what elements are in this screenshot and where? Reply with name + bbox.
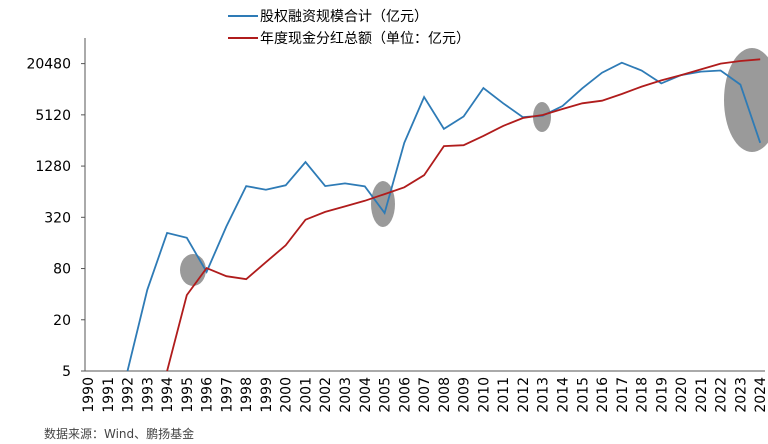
highlight-ellipse	[533, 102, 551, 132]
x-tick-label: 1995	[180, 377, 196, 413]
x-tick-label: 2006	[397, 377, 413, 413]
x-tick-label: 1999	[259, 377, 275, 413]
x-tick-label: 2015	[575, 377, 591, 413]
x-tick-label: 1990	[81, 377, 97, 413]
x-tick-label: 2007	[417, 377, 433, 413]
x-tick-label: 2002	[318, 377, 334, 413]
x-tick-label: 2014	[555, 377, 571, 413]
x-tick-label: 1997	[219, 377, 235, 413]
y-tick-label: 1280	[35, 159, 71, 175]
x-tick-label: 2020	[674, 377, 690, 413]
x-tick-label: 2022	[714, 377, 730, 413]
y-tick-label: 20480	[26, 57, 71, 73]
x-tick-label: 2009	[457, 377, 473, 413]
x-tick-label: 2003	[338, 377, 354, 413]
x-tick-label: 2001	[298, 377, 314, 413]
x-tick-label: 1994	[160, 377, 176, 413]
x-tick-label: 1998	[239, 377, 255, 413]
y-tick-label: 5	[62, 364, 71, 380]
x-tick-label: 1992	[121, 377, 137, 413]
x-tick-label: 2018	[635, 377, 651, 413]
x-tick-label: 2013	[536, 377, 552, 413]
y-tick-label: 320	[44, 210, 71, 226]
x-tick-label: 2017	[615, 377, 631, 413]
x-tick-label: 2012	[516, 377, 532, 413]
x-tick-label: 2023	[733, 377, 749, 413]
x-tick-label: 2000	[279, 377, 295, 413]
x-tick-label: 2010	[476, 377, 492, 413]
x-tick-label: 1993	[140, 377, 156, 413]
series-line	[166, 58, 761, 372]
x-tick-label: 2021	[694, 377, 710, 413]
x-tick-label: 2019	[654, 377, 670, 413]
annotations	[180, 48, 768, 286]
legend-label: 年度现金分红总额（单位：亿元）	[260, 31, 470, 47]
source: 数据来源：Wind、鹏扬基金	[44, 426, 194, 441]
legend-label: 股权融资规模合计（亿元）	[260, 9, 428, 25]
x-tick-label: 2016	[595, 377, 611, 413]
x-tick-label: 2005	[378, 377, 394, 413]
x-tick-label: 1996	[200, 377, 216, 413]
x-tick-label: 2008	[437, 377, 453, 413]
highlight-ellipse	[180, 254, 206, 286]
x-tick-label: 2011	[496, 377, 512, 413]
x-tick-label: 1991	[101, 377, 117, 413]
y-tick-label: 80	[53, 262, 71, 278]
y-tick-label: 20	[53, 313, 71, 329]
series-line	[126, 61, 762, 372]
y-tick-label: 5120	[35, 108, 71, 124]
x-tick-label: 2024	[753, 377, 768, 413]
x-tick-label: 2004	[358, 377, 374, 413]
